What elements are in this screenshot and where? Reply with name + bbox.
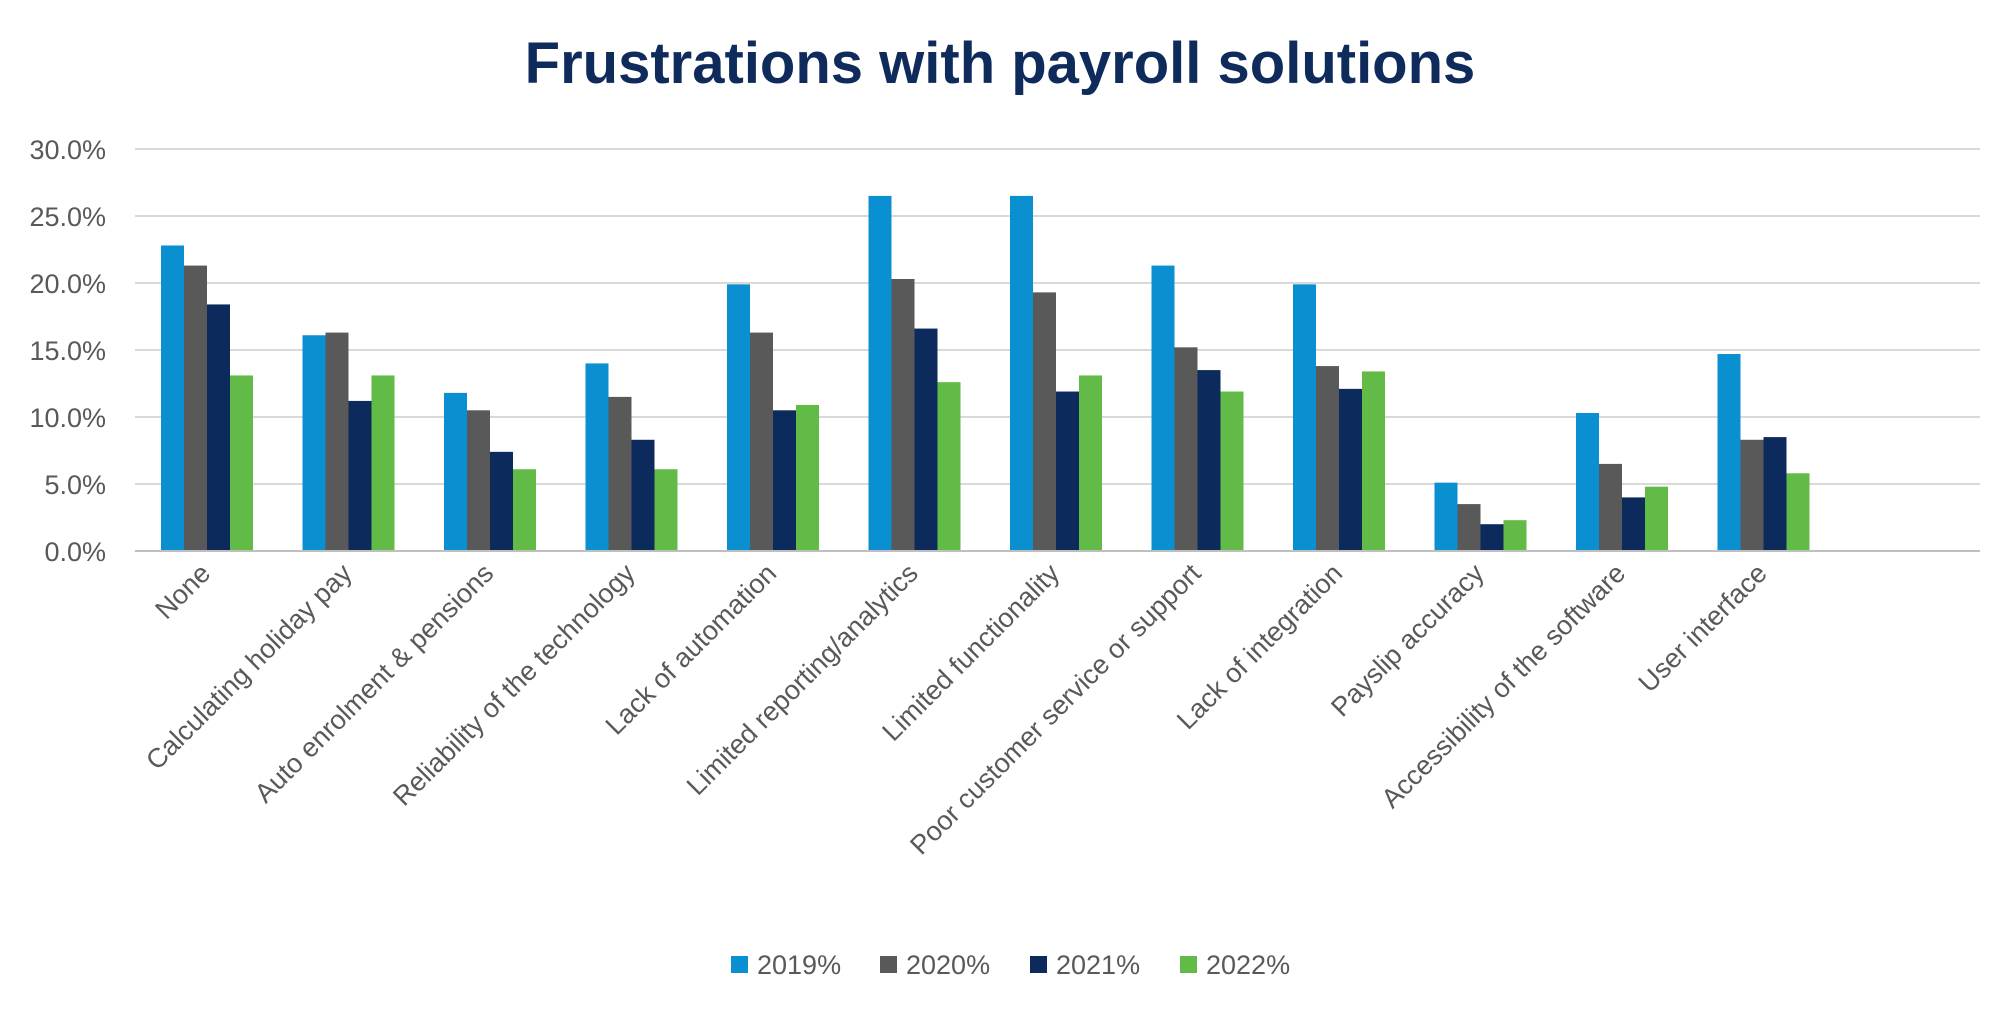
bar	[1645, 486, 1668, 551]
bar	[490, 451, 513, 551]
bar	[727, 284, 750, 551]
bar	[1503, 520, 1527, 551]
bar	[585, 363, 609, 551]
y-tick-label: 25.0%	[29, 202, 106, 232]
bar	[937, 382, 961, 551]
bar	[1362, 371, 1385, 551]
bar	[1197, 370, 1221, 551]
bar	[1220, 391, 1244, 551]
bar	[302, 335, 326, 551]
bar	[1151, 265, 1175, 551]
y-tick-label: 0.0%	[44, 537, 106, 567]
bar	[230, 375, 253, 551]
bar	[161, 245, 184, 552]
x-tick-label: Limited reporting/analytics	[681, 558, 924, 801]
bar	[1763, 437, 1787, 551]
y-tick-label: 10.0%	[29, 403, 106, 433]
bar	[1010, 195, 1033, 551]
legend-swatch	[880, 956, 897, 973]
bar	[467, 410, 490, 551]
bar	[444, 392, 467, 551]
legend-label: 2020%	[906, 950, 990, 980]
bar	[868, 195, 892, 551]
y-tick-label: 20.0%	[29, 269, 106, 299]
bars	[161, 195, 1810, 552]
x-tick-label: User interface	[1633, 558, 1773, 698]
bar	[1174, 347, 1198, 551]
bar	[1056, 391, 1079, 551]
x-tick-label: Poor customer service or support	[904, 558, 1207, 861]
bar	[750, 332, 773, 551]
bar	[1599, 463, 1622, 551]
legend-swatch	[1180, 956, 1197, 973]
y-tick-label: 5.0%	[44, 470, 106, 500]
x-tick-label: None	[149, 558, 216, 625]
bar	[1079, 375, 1102, 551]
bar	[796, 404, 819, 551]
legend-label: 2021%	[1056, 950, 1140, 980]
legend-label: 2019%	[757, 950, 841, 980]
legend: 2019% 2020% 2021% 2022%	[731, 950, 1290, 980]
bar	[1339, 388, 1362, 551]
bar	[1457, 504, 1481, 551]
y-tick-label: 15.0%	[29, 336, 106, 366]
x-tick-label: Auto enrolment & pensions	[249, 558, 499, 808]
bar	[773, 410, 796, 551]
bar	[513, 469, 536, 551]
y-tick-label: 30.0%	[29, 135, 106, 165]
bar	[1033, 292, 1056, 551]
legend-label: 2022%	[1206, 950, 1290, 980]
bar	[371, 375, 395, 551]
bar	[1480, 524, 1504, 551]
y-axis-ticks: 0.0% 5.0% 10.0% 15.0% 20.0% 25.0% 30.0%	[29, 135, 106, 567]
bar	[631, 439, 655, 551]
bar	[1717, 354, 1741, 551]
bar	[608, 396, 632, 551]
bar	[1786, 473, 1810, 551]
bar	[654, 469, 678, 551]
bar	[207, 304, 230, 551]
bar	[891, 278, 915, 551]
bar	[1316, 366, 1339, 551]
bar	[325, 332, 349, 551]
bar	[1576, 412, 1599, 551]
bar	[914, 328, 938, 551]
bar	[1434, 482, 1458, 551]
chart-title: Frustrations with payroll solutions	[524, 31, 1476, 96]
bar	[348, 400, 372, 551]
x-tick-label: Reliability of the technology	[387, 558, 641, 812]
legend-swatch	[731, 956, 748, 973]
bar	[1622, 497, 1645, 551]
bar	[184, 265, 207, 551]
bar	[1293, 284, 1316, 551]
legend-swatch	[1030, 956, 1047, 973]
x-tick-label: Accessibility of the software	[1376, 558, 1632, 814]
bar	[1740, 439, 1764, 551]
x-tick-label: Payslip accuracy	[1325, 558, 1490, 723]
